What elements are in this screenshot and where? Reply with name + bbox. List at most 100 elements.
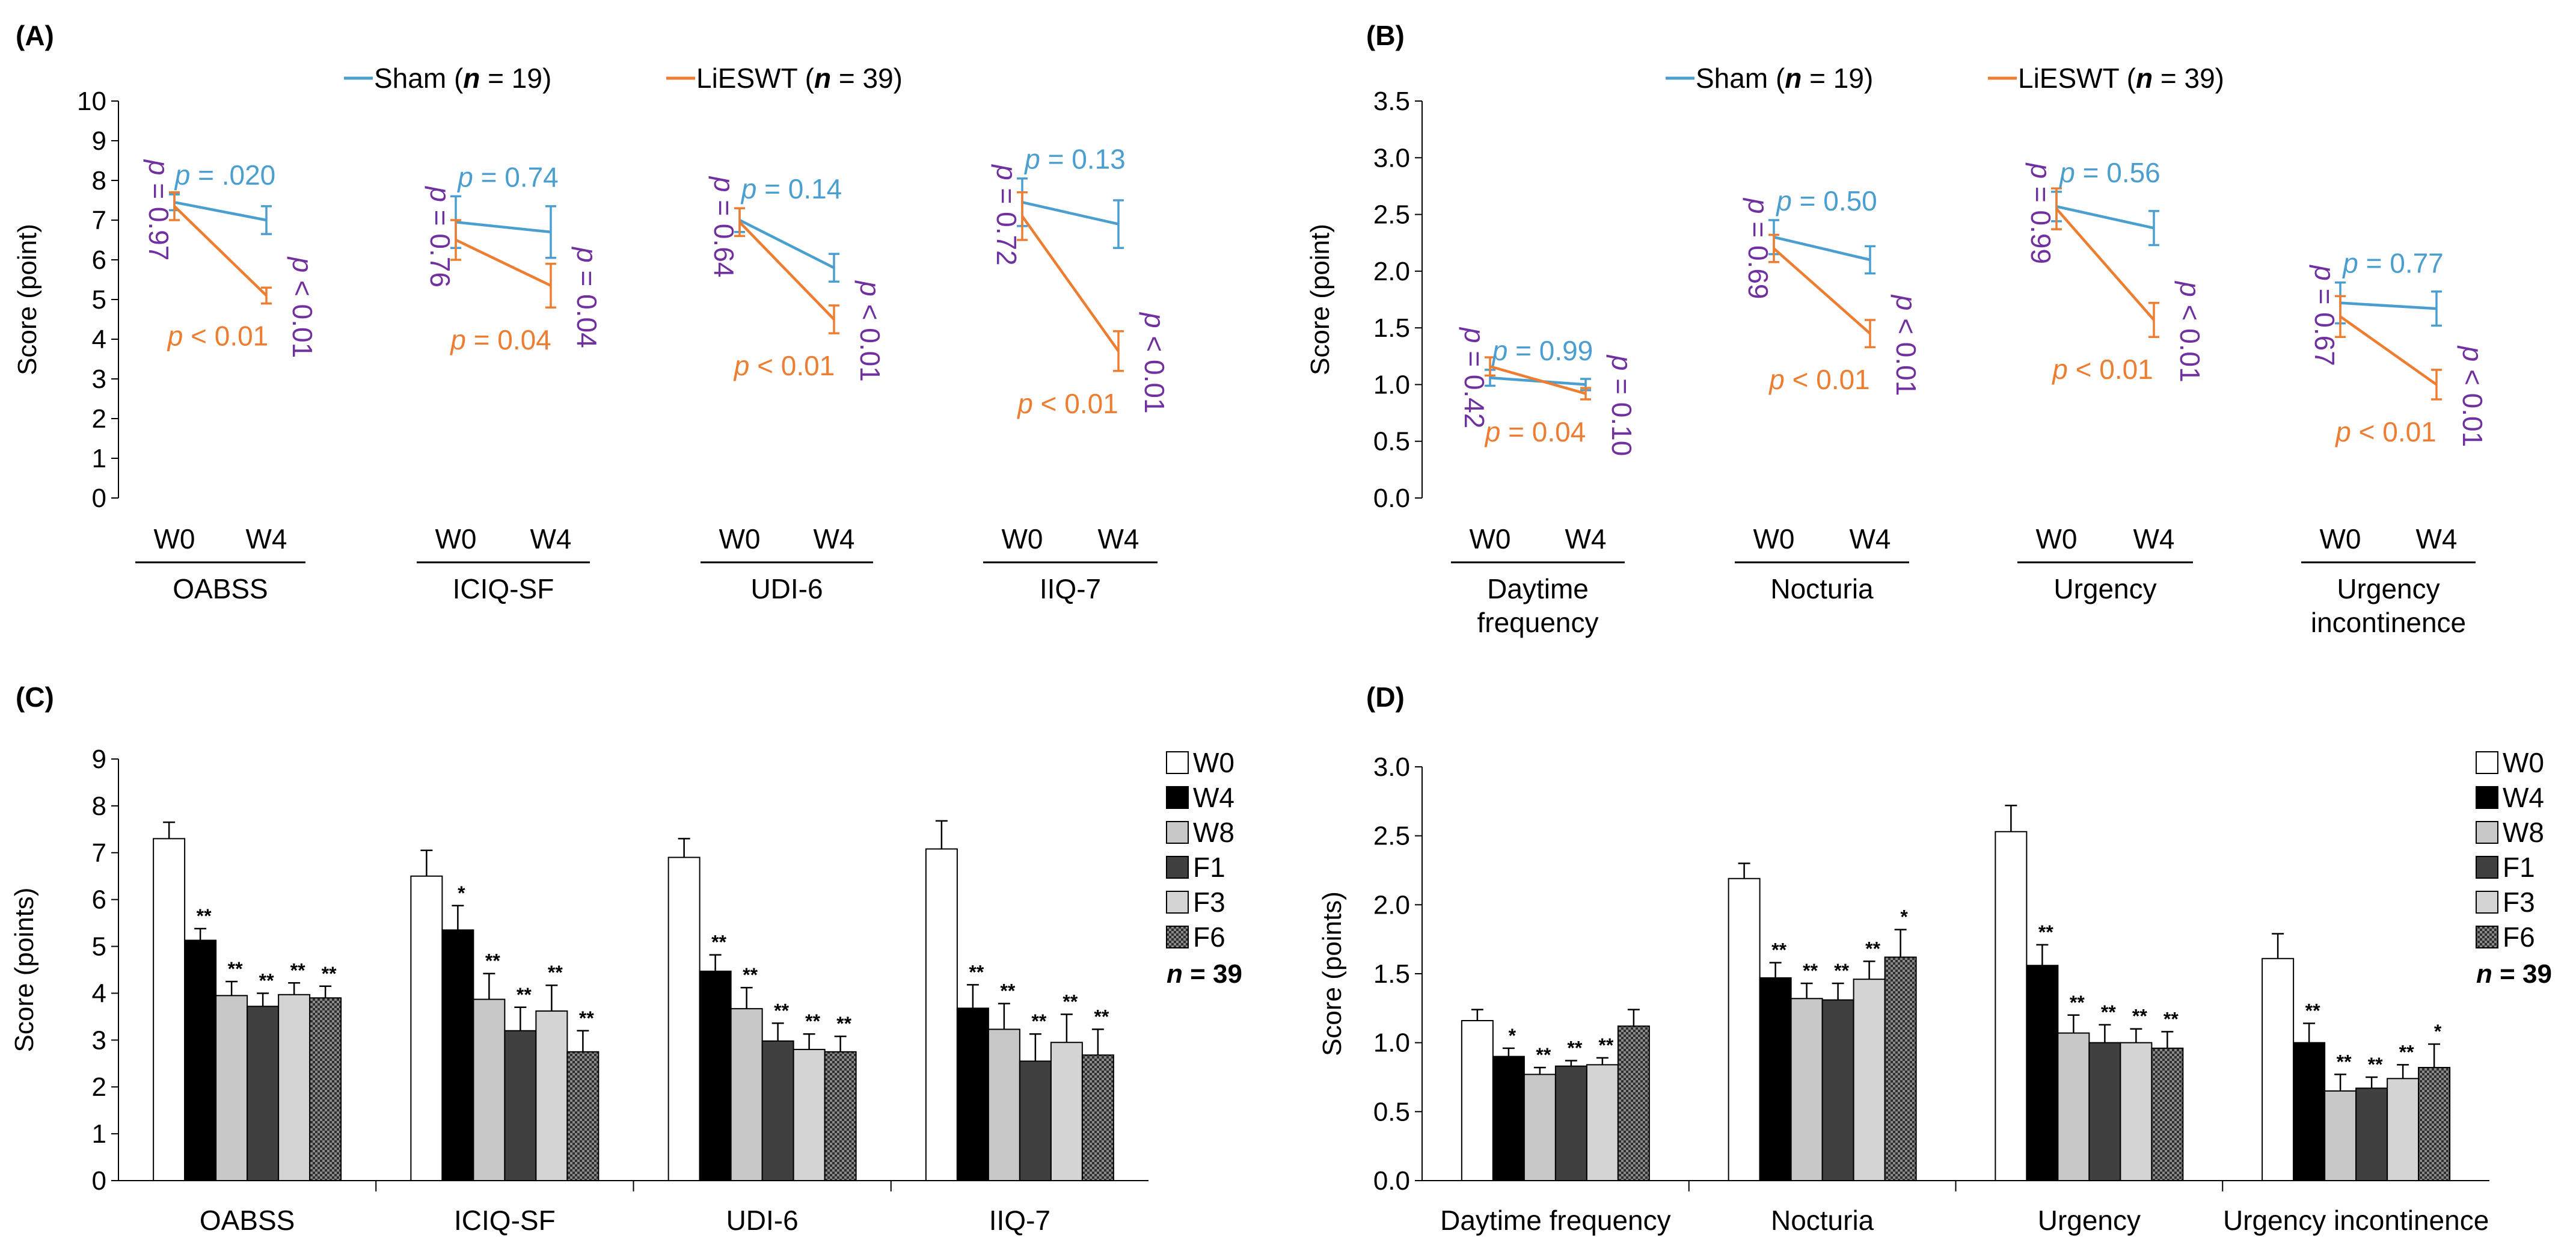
bar-iiq-7-f3	[1050, 1042, 1083, 1181]
significance-daytime-frequency-f3: **	[1598, 1034, 1613, 1056]
significance-nocturia-f1: **	[1834, 960, 1849, 982]
y-axis-title: Score (point)	[13, 224, 42, 375]
panel-label-d: (D)	[1366, 681, 1405, 713]
p-value-w4-urgency-incontinence: p < 0.01	[2457, 345, 2488, 447]
chart-c: 0 1 2 3 4 5 6 7 8 9 Score (points) OABSS ** ** ** ** ** I…	[10, 745, 1242, 1236]
p-value-w4-oabss: p < 0.01	[287, 256, 318, 358]
significance-iciq-sf-f3: **	[548, 962, 563, 983]
category-label-daytime-frequency: Daytime frequency	[1440, 1205, 1671, 1236]
significance-iciq-sf-w8: **	[485, 950, 500, 972]
timepoint-label-nocturia: W4	[1850, 523, 1891, 555]
legend-label-w8: W8	[1193, 817, 1234, 848]
bar-urgency-incontinence-w4	[2293, 1042, 2326, 1181]
significance-urgency-f1: **	[2101, 1001, 2116, 1023]
significance-iiq-7-f3: **	[1063, 991, 1078, 1012]
bar-daytime-frequency-w8	[1523, 1074, 1556, 1181]
y-tick-label: 2	[92, 1072, 106, 1102]
group-label-iciq-sf: ICIQ-SF	[453, 573, 554, 604]
y-tick-label: 7	[92, 838, 106, 868]
p-value-liesw-daytime-frequency: p = 0.04	[1484, 416, 1586, 447]
bar-iiq-7-w4	[956, 1007, 989, 1181]
significance-udi-6-w8: **	[743, 964, 758, 986]
significance-iciq-sf-f6: **	[579, 1007, 594, 1029]
bar-iciq-sf-w8	[473, 998, 506, 1181]
y-axis-title: Score (points)	[1317, 891, 1347, 1056]
significance-iciq-sf-w4: *	[458, 882, 465, 904]
panel-label-a: (A)	[16, 20, 54, 51]
bar-daytime-frequency-w0	[1461, 1019, 1494, 1182]
group-label-daytime-frequency: Daytime	[1487, 573, 1589, 604]
bar-urgency-incontinence-f6	[2418, 1066, 2451, 1181]
significance-oabss-f1: **	[259, 970, 274, 991]
legend-swatch-f3	[1166, 891, 1189, 914]
y-tick-label: 6	[92, 885, 106, 915]
bar-daytime-frequency-w4	[1492, 1056, 1525, 1181]
y-tick-label: 5	[92, 932, 106, 962]
bar-daytime-frequency-f1	[1554, 1065, 1587, 1181]
y-tick-label: 0.5	[1373, 1097, 1410, 1126]
p-value-w0-iiq-7: p = 0.72	[991, 164, 1022, 266]
p-value-w4-iciq-sf: p = 0.04	[571, 246, 603, 348]
timepoint-label-daytime-frequency: W0	[1470, 523, 1511, 555]
legend-b-sham-label: Sham (n = 19)	[1696, 63, 1873, 94]
bar-iiq-7-w0	[925, 848, 958, 1181]
sham-line-urgency-incontinence	[2340, 301, 2437, 310]
legend-swatch-f6	[1166, 926, 1189, 948]
group-label-iiq-7: IIQ-7	[1040, 573, 1101, 604]
bar-nocturia-w0	[1728, 877, 1761, 1181]
group-label-nocturia: Nocturia	[1770, 573, 1874, 604]
y-tick-label: 9	[92, 126, 106, 156]
liesw-line-daytime-frequency	[1489, 365, 1586, 395]
y-tick-label: 6	[92, 245, 106, 275]
chart-a: 0 1 2 3 4 5 6 7 8 9 10 Score (point) W0 W4 OABSS p = .0…	[13, 87, 1170, 604]
bar-iciq-sf-w4	[441, 929, 474, 1181]
timepoint-label-iiq-7: W0	[1002, 523, 1043, 555]
legend-label-w8: W8	[2503, 817, 2544, 848]
y-tick-label: 1	[92, 444, 106, 473]
y-tick-label: 1.5	[1373, 959, 1410, 989]
significance-urgency-w4: **	[2038, 921, 2053, 943]
legend-swatch-w8	[1166, 821, 1189, 844]
bar-iciq-sf-f6	[566, 1051, 600, 1181]
p-value-w0-urgency-incontinence: p = 0.67	[2309, 264, 2340, 366]
p-value-w4-urgency: p < 0.01	[2174, 280, 2206, 383]
p-value-w0-urgency: p = 0.99	[2025, 162, 2056, 264]
bar-iiq-7-f1	[1019, 1060, 1052, 1181]
legend-n-label: n = 39	[2476, 959, 2552, 989]
bar-urgency-incontinence-w8	[2324, 1090, 2357, 1182]
timepoint-label-daytime-frequency: W4	[1565, 523, 1607, 555]
bar-urgency-w8	[2057, 1032, 2090, 1181]
p-value-sham-urgency-incontinence: p = 0.77	[2341, 248, 2444, 279]
p-value-w0-udi-6: p = 0.64	[708, 176, 740, 278]
y-tick-label: 2.0	[1373, 257, 1410, 286]
legend-swatch-w4	[2476, 786, 2498, 809]
p-value-w0-nocturia: p = 0.69	[1743, 197, 1774, 300]
group-label-udi-6: UDI-6	[750, 573, 823, 604]
y-tick-label: 4	[92, 325, 106, 354]
group-label-urgency-incontinence: Urgency	[2337, 573, 2440, 604]
timepoint-label-udi-6: W0	[719, 523, 761, 555]
timepoint-label-urgency-incontinence: W4	[2416, 523, 2458, 555]
significance-urgency-incontinence-w4: **	[2305, 1000, 2320, 1022]
significance-iiq-7-w8: **	[1000, 980, 1015, 1002]
bar-udi-6-f3	[793, 1048, 826, 1182]
y-tick-label: 4	[92, 979, 106, 1008]
p-value-liesw-iciq-sf: p = 0.04	[449, 324, 551, 355]
panel-label-b: (B)	[1366, 20, 1405, 51]
p-value-sham-iciq-sf: p = 0.74	[456, 161, 559, 192]
y-tick-label: 3.5	[1373, 87, 1410, 116]
legend-label-f1: F1	[1193, 852, 1225, 883]
timepoint-label-iciq-sf: W4	[530, 523, 572, 555]
legend-label-w0: W0	[1193, 747, 1234, 778]
liesw-line-udi-6	[738, 221, 835, 321]
significance-udi-6-f3: **	[805, 1010, 820, 1032]
significance-daytime-frequency-w4: *	[1509, 1025, 1516, 1046]
category-label-nocturia: Nocturia	[1771, 1205, 1874, 1236]
significance-iiq-7-f1: **	[1031, 1010, 1046, 1032]
bar-iciq-sf-w0	[410, 875, 443, 1181]
category-label-oabss: OABSS	[200, 1205, 295, 1236]
significance-nocturia-w4: **	[1771, 939, 1786, 961]
legend-label-f3: F3	[1193, 887, 1225, 918]
legend-label-f1: F1	[2503, 852, 2535, 883]
